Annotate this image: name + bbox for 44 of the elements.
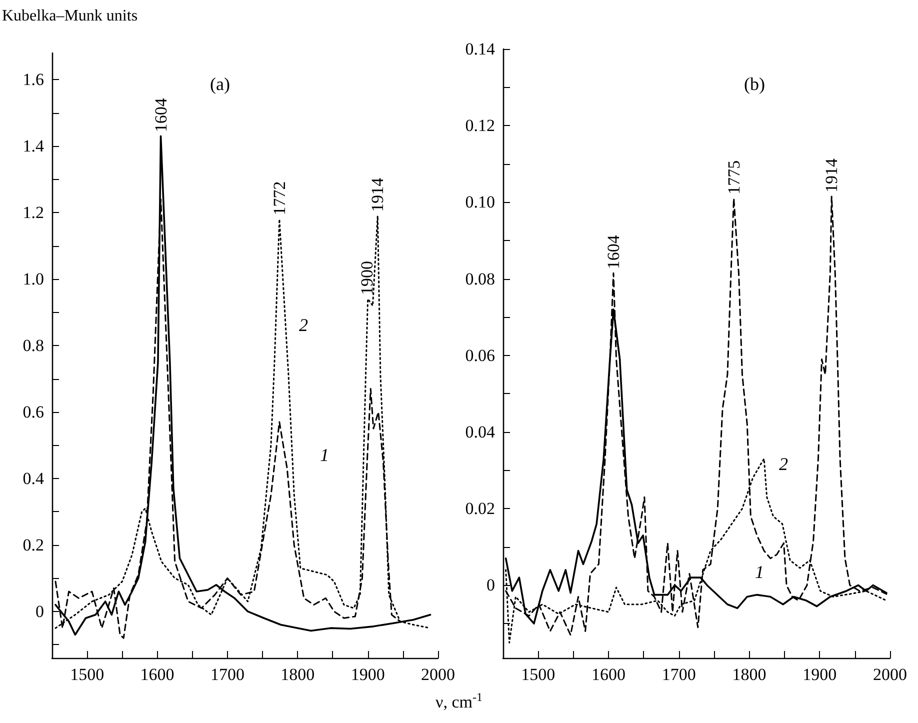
annotation: 1 [320, 445, 329, 465]
y-tick-label: 0 [486, 576, 495, 595]
y-tick-label: 0 [36, 602, 44, 621]
y-tick-label: 0.4 [22, 468, 44, 488]
y-axis-title: Kubelka–Munk units [2, 8, 138, 24]
x-tick-label: 1700 [662, 665, 696, 684]
annotation: 1914 [822, 158, 842, 192]
x-tick-label: 1900 [802, 665, 837, 684]
text: (b) [744, 74, 765, 94]
x-tick-label: 2000 [873, 665, 907, 684]
x-tick-label: 1500 [521, 665, 556, 684]
y-tick-label: 0.08 [465, 269, 495, 288]
y-tick-label: 0.8 [22, 336, 44, 356]
x-tick-label: 1600 [140, 665, 174, 684]
y-tick-label: 0.10 [465, 192, 495, 212]
y-tick-label: 1.4 [22, 136, 44, 156]
annotation: 2 [299, 315, 308, 335]
annotation: 1900 [358, 260, 377, 295]
x-tick-label: 1500 [70, 665, 104, 684]
x-tick-label: 2000 [421, 665, 455, 684]
annotation: 1772 [270, 181, 289, 216]
y-tick-label: 0.04 [465, 422, 496, 442]
annotation: 1 [755, 562, 764, 582]
x-tick-label: 1900 [350, 665, 385, 684]
y-tick-label: 0.2 [22, 535, 44, 554]
y-tick-label: 0.14 [465, 40, 496, 58]
annotation: 1604 [604, 234, 623, 270]
y-tick-label: 1.2 [22, 203, 44, 222]
y-tick-label: 1.0 [22, 270, 44, 289]
x-tick-label: 1800 [732, 665, 766, 684]
y-tick-label: 1.6 [22, 70, 44, 90]
annotation: 1914 [368, 177, 388, 212]
x-tick-label: 1800 [280, 665, 315, 684]
text: (a) [210, 74, 230, 94]
annotation: 1604 [151, 98, 170, 132]
y-tick-label: 0.06 [465, 346, 495, 365]
x-axis-title: ν, cm$^{-1}$ [434, 690, 484, 713]
annotation: 1775 [724, 160, 744, 194]
annotation: 2 [779, 454, 788, 474]
x-tick-label: 1700 [210, 665, 244, 684]
y-tick-label: 0.6 [22, 402, 44, 422]
y-tick-label: 0.02 [465, 499, 495, 518]
x-tick-label: 1600 [592, 665, 626, 684]
y-tick-label: 0.12 [465, 116, 495, 136]
